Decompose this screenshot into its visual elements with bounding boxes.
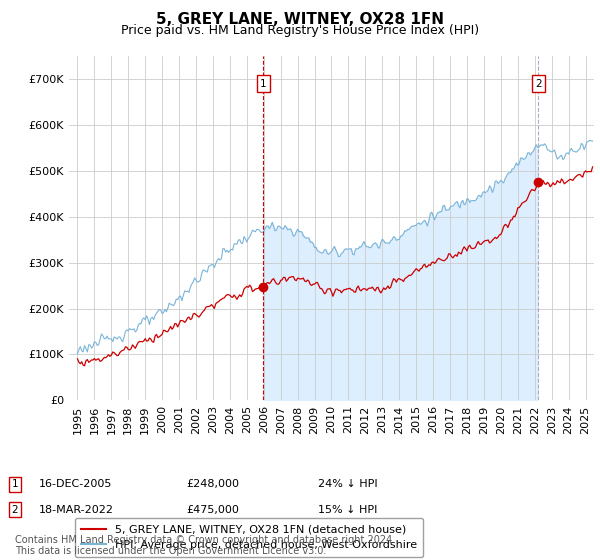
Text: 5, GREY LANE, WITNEY, OX28 1FN: 5, GREY LANE, WITNEY, OX28 1FN xyxy=(156,12,444,27)
Text: 16-DEC-2005: 16-DEC-2005 xyxy=(39,479,112,489)
Text: £475,000: £475,000 xyxy=(186,505,239,515)
Text: 2: 2 xyxy=(11,505,19,515)
Text: Price paid vs. HM Land Registry's House Price Index (HPI): Price paid vs. HM Land Registry's House … xyxy=(121,24,479,36)
Text: 1: 1 xyxy=(260,78,266,88)
Text: 2: 2 xyxy=(535,78,542,88)
Text: 18-MAR-2022: 18-MAR-2022 xyxy=(39,505,114,515)
Text: 24% ↓ HPI: 24% ↓ HPI xyxy=(318,479,377,489)
Text: Contains HM Land Registry data © Crown copyright and database right 2024.
This d: Contains HM Land Registry data © Crown c… xyxy=(15,535,395,557)
Text: £248,000: £248,000 xyxy=(186,479,239,489)
Text: 15% ↓ HPI: 15% ↓ HPI xyxy=(318,505,377,515)
Legend: 5, GREY LANE, WITNEY, OX28 1FN (detached house), HPI: Average price, detached ho: 5, GREY LANE, WITNEY, OX28 1FN (detached… xyxy=(74,518,424,557)
Text: 1: 1 xyxy=(11,479,19,489)
